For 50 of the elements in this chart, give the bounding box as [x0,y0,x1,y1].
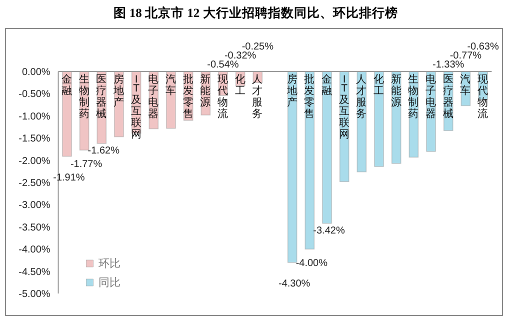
legend-label: 环比 [98,257,120,270]
x-tick-label: 现代物流 [476,74,489,120]
y-tick-label: -1.00% [18,111,50,122]
x-tick-label: 金融 [322,74,333,97]
data-label: -0.32% [224,50,256,62]
y-tick-label: -3.50% [18,222,50,234]
x-tick-label: 汽车 [460,74,472,97]
data-label: -1.62% [88,145,120,156]
x-tick-label: 化工 [234,74,246,97]
x-tick-label: 生物制药 [408,72,420,120]
data-label: -4.30% [278,278,310,290]
x-tick-label: 生物制药 [78,72,90,120]
y-tick-label: -5.00% [18,289,50,300]
x-tick-label: 新能源 [390,72,402,108]
x-tick-label: 房地产 [112,72,124,108]
data-label: -0.77% [450,50,482,62]
x-tick-label: 批发零售 [182,74,194,120]
y-tick-label: -4.50% [18,266,50,278]
data-label: -0.54% [207,60,239,70]
x-tick-label: IT及互联网 [130,74,142,140]
legend-label: 同比 [98,276,120,289]
x-tick-label: 房地产 [286,72,298,108]
y-tick-label: 0.00% [22,67,50,78]
data-label: -0.63% [467,42,499,52]
chart-title: 图 18 北京市 12 大行业招聘指数同比、环比排行榜 [113,5,398,20]
x-tick-label: 电子电器 [148,72,160,120]
data-label: -4.00% [296,258,328,270]
x-tick-label: 批发零售 [304,74,316,120]
data-label: -3.42% [313,225,345,236]
y-tick-label: -0.50% [18,89,50,100]
x-tick-label: 现代物流 [216,74,228,120]
x-tick-label: 人才服务 [252,74,264,120]
x-tick-label: 汽车 [165,74,176,97]
data-label: -1.77% [70,159,102,170]
x-tick-label: 人才服务 [356,74,368,120]
x-tick-label: 电子电器 [426,72,437,120]
y-tick-label: -2.00% [18,156,50,167]
x-tick-label: 金融 [61,74,72,97]
y-tick-label: -3.00% [18,200,50,212]
x-tick-label: IT及互联网 [338,74,350,140]
data-label: -1.91% [53,172,85,184]
y-tick-label: -1.50% [18,134,50,145]
data-label: -0.25% [242,42,274,52]
x-tick-label: 医疗器械 [96,74,108,120]
data-label: -1.33% [432,60,464,70]
y-tick-label: -4.00% [18,244,50,256]
y-tick-label: -2.50% [18,178,50,189]
x-tick-label: 新能源 [200,72,212,108]
x-tick-label: 化工 [374,74,385,97]
x-tick-label: 医疗器械 [442,74,454,120]
